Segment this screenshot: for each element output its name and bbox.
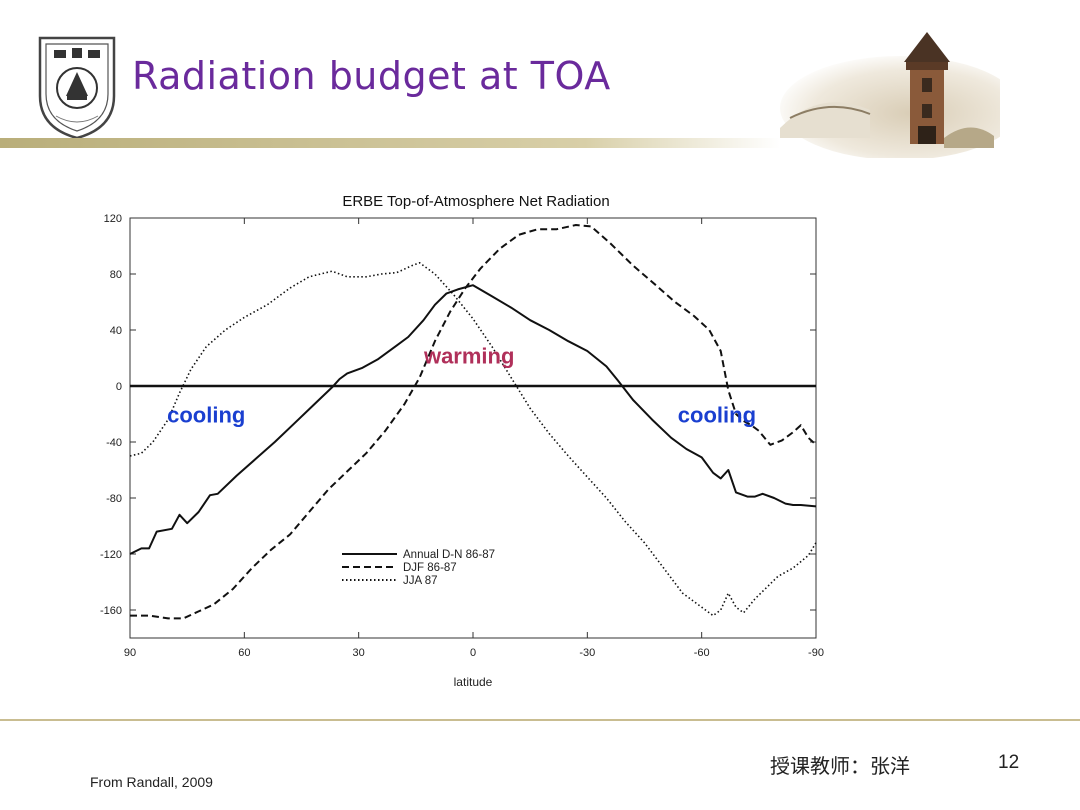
title-underline bbox=[0, 138, 780, 148]
plot-frame bbox=[129, 217, 817, 639]
x-axis: 90 60 30 0 -30 -60 -90 bbox=[124, 218, 824, 659]
legend-label: DJF 86-87 bbox=[403, 562, 457, 574]
chart-title: ERBE Top-of-Atmosphere Net Radiation bbox=[342, 193, 609, 210]
source-citation: From Randall, 2009 bbox=[90, 774, 213, 790]
x-tick-label: 0 bbox=[470, 647, 476, 659]
series-group bbox=[129, 224, 817, 620]
annotation-label: warming bbox=[423, 344, 514, 369]
annotation-label: cooling bbox=[678, 402, 756, 427]
x-axis-label: latitude bbox=[454, 675, 493, 689]
footer-rule bbox=[0, 719, 1080, 721]
x-tick-label: 30 bbox=[353, 647, 365, 659]
y-tick-label: 40 bbox=[110, 325, 122, 337]
slide-title: Radiation budget at TOA bbox=[132, 54, 611, 98]
university-seal-icon bbox=[38, 36, 116, 140]
y-tick-label: 80 bbox=[110, 269, 122, 281]
legend-label: Annual D-N 86-87 bbox=[403, 549, 495, 561]
annotation-label: cooling bbox=[167, 402, 245, 427]
annotation-group: warming cooling cooling bbox=[167, 344, 756, 428]
series-line bbox=[129, 262, 817, 617]
y-tick-label: 120 bbox=[104, 213, 122, 225]
x-tick-label: 60 bbox=[238, 647, 250, 659]
y-tick-label: -160 bbox=[100, 605, 122, 617]
legend-label: JJA 87 bbox=[403, 575, 438, 587]
x-tick-label: -30 bbox=[579, 647, 595, 659]
campus-tower-icon bbox=[780, 32, 1000, 158]
y-axis: 120 80 40 0 -40 -80 -120 -160 bbox=[100, 213, 816, 617]
y-tick-label: -120 bbox=[100, 549, 122, 561]
y-tick-label: -80 bbox=[106, 493, 122, 505]
y-tick-label: 0 bbox=[116, 381, 122, 393]
x-tick-label: 90 bbox=[124, 647, 136, 659]
x-tick-label: -90 bbox=[808, 647, 824, 659]
teacher-name: 授课教师：张洋 bbox=[770, 754, 910, 778]
page-number: 12 bbox=[998, 752, 1020, 773]
net-radiation-chart: ERBE Top-of-Atmosphere Net Radiation 120… bbox=[100, 193, 824, 689]
x-tick-label: -60 bbox=[694, 647, 710, 659]
y-tick-label: -40 bbox=[106, 437, 122, 449]
series-line bbox=[130, 224, 817, 620]
